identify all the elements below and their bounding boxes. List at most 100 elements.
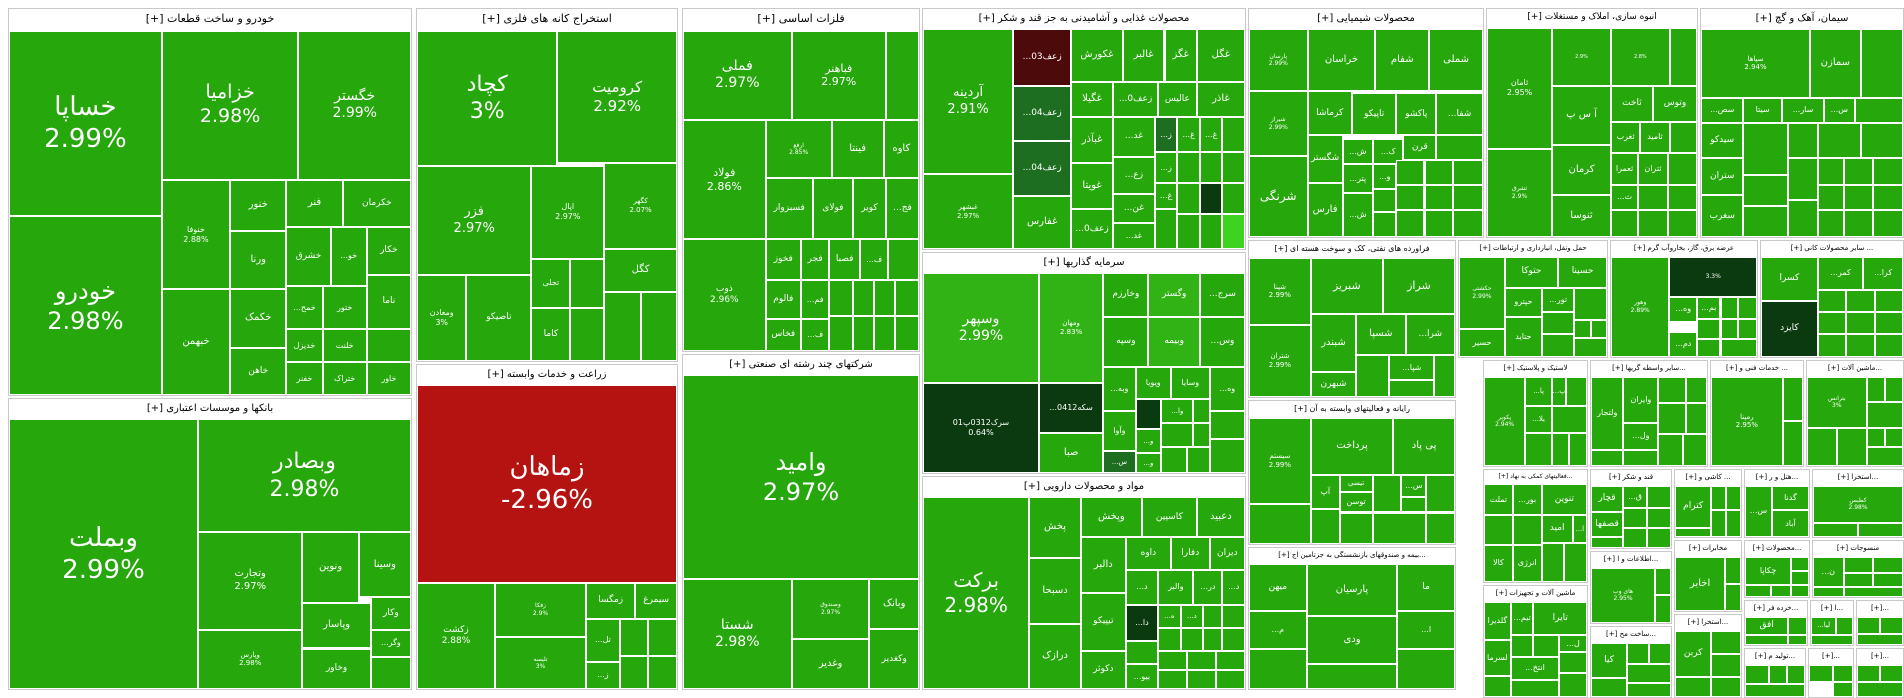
stock-tile-وپاسار[interactable]: وپاسار — [302, 602, 371, 649]
stock-tile-شفا[interactable]: شفا... — [1436, 93, 1483, 136]
sector-header-telecom[interactable]: مخابرات [+] — [1675, 541, 1741, 557]
stock-tile-و[interactable]: و... — [1135, 429, 1162, 453]
sector-header-tech-services[interactable]: ... خدمات فنی و [+] — [1711, 361, 1803, 377]
stock-tile[interactable] — [1745, 635, 1789, 645]
stock-tile[interactable] — [1872, 157, 1903, 185]
stock-tile[interactable] — [1209, 411, 1245, 439]
stock-tile-وتجارت[interactable]: وتجارت 2.97% — [197, 532, 303, 630]
stock-tile[interactable] — [1216, 669, 1245, 689]
stock-tile[interactable] — [1389, 380, 1435, 397]
stock-tile[interactable] — [1813, 586, 1844, 597]
stock-tile-زماهان[interactable]: زماهان -2.96% — [417, 385, 677, 583]
stock-tile[interactable] — [1541, 542, 1565, 582]
stock-tile-وخارزم[interactable]: وخارزم — [1103, 273, 1149, 317]
stock-tile-زمگسا[interactable]: زمگسا — [586, 582, 636, 620]
stock-tile[interactable] — [1866, 428, 1885, 448]
stock-tile[interactable] — [1726, 510, 1741, 537]
stock-tile[interactable] — [1436, 135, 1483, 161]
stock-tile-تنوین[interactable]: تنوین — [1541, 484, 1587, 516]
stock-tile-زکشت[interactable]: زکشت 2.88% — [417, 582, 495, 689]
stock-tile[interactable] — [1711, 653, 1741, 678]
stock-tile[interactable] — [1199, 183, 1223, 214]
stock-tile-تیم[interactable]: تیم... — [1510, 601, 1534, 635]
stock-tile-غالبر[interactable]: غالبر — [1122, 29, 1165, 82]
stock-tile[interactable] — [1533, 634, 1560, 657]
stock-tile[interactable] — [1203, 604, 1223, 628]
stock-tile-غگل[interactable]: غگل — [1196, 29, 1245, 82]
stock-tile-شراز[interactable]: شراز — [1382, 258, 1455, 314]
stock-tile[interactable] — [1372, 512, 1427, 544]
stock-tile[interactable] — [1846, 333, 1875, 357]
stock-tile-خودرو[interactable]: خودرو 2.98% — [9, 216, 162, 395]
stock-tile-ثعمرا[interactable]: ثعمرا — [1610, 153, 1639, 185]
stock-tile-ا[interactable]: ا... — [1572, 515, 1587, 543]
stock-tile[interactable] — [1510, 634, 1534, 657]
stock-tile[interactable] — [1655, 595, 1671, 623]
stock-tile[interactable] — [1574, 319, 1591, 338]
stock-tile-کربن[interactable]: کربن — [1675, 630, 1712, 678]
stock-tile[interactable] — [1569, 432, 1587, 466]
stock-tile[interactable] — [1809, 664, 1834, 683]
stock-tile-شگستر[interactable]: شگستر — [1307, 135, 1343, 183]
stock-tile[interactable] — [1510, 679, 1560, 697]
stock-tile[interactable] — [1566, 376, 1587, 407]
stock-tile-خنور[interactable]: خنور — [230, 179, 287, 231]
stock-tile-ما[interactable]: ما — [1397, 563, 1455, 612]
stock-tile[interactable] — [648, 619, 677, 656]
stock-tile-شبندر[interactable]: شبندر — [1310, 313, 1357, 372]
stock-tile[interactable] — [619, 619, 649, 656]
stock-tile-ن[interactable]: ن... — [1813, 556, 1844, 587]
sector-header-misc-c[interactable]: ...[+] — [1809, 649, 1853, 665]
stock-tile-قرن[interactable]: قرن — [1403, 135, 1437, 161]
stock-tile[interactable] — [852, 280, 875, 316]
stock-tile-ثنوسا[interactable]: ثنوسا — [1552, 195, 1611, 237]
stock-tile-خساپا[interactable]: خساپا 2.99% — [9, 30, 162, 217]
stock-tile-درازک[interactable]: درازک — [1029, 623, 1081, 689]
stock-tile[interactable] — [1711, 677, 1741, 697]
stock-tile-سکه0412[interactable]: سکه0412... — [1038, 383, 1104, 433]
stock-tile-فسبزوار[interactable]: فسبزوار — [765, 177, 813, 239]
stock-tile-وا[interactable]: وا... — [1161, 399, 1194, 423]
stock-tile[interactable] — [1627, 642, 1650, 665]
stock-tile[interactable] — [1373, 189, 1397, 213]
stock-tile[interactable] — [1627, 683, 1671, 697]
stock-tile[interactable] — [895, 315, 919, 351]
stock-tile-فم[interactable]: فم... — [801, 280, 830, 319]
stock-tile[interactable] — [1669, 27, 1697, 87]
stock-tile[interactable] — [1866, 376, 1885, 403]
stock-tile-گلدیرا[interactable]: گلدیرا — [1484, 601, 1511, 640]
stock-tile-زعف0[interactable]: زعف0... — [1112, 81, 1159, 117]
stock-tile-وپخش[interactable]: وپخش — [1080, 497, 1142, 538]
stock-tile-س[interactable]: س... — [1401, 474, 1427, 498]
stock-tile-ش[interactable]: ش... — [1342, 193, 1373, 237]
stock-tile[interactable] — [1551, 432, 1570, 466]
stock-tile-کایزد[interactable]: کایزد — [1761, 300, 1818, 357]
stock-tile[interactable] — [874, 315, 896, 351]
stock-tile-های وب[interactable]: های وب 2.95% — [1591, 567, 1655, 623]
stock-tile[interactable]: 3.3% — [1669, 256, 1757, 297]
stock-tile-شرا[interactable]: شرا... — [1405, 313, 1455, 356]
stock-tile[interactable] — [1874, 311, 1903, 334]
sector-header-computer[interactable]: رایانه و فعالیتهای وابسته به آن [+] — [1249, 401, 1455, 418]
stock-tile[interactable] — [1697, 338, 1721, 357]
stock-tile-وسپهر[interactable]: وسپهر 2.99% — [923, 273, 1039, 383]
stock-tile[interactable] — [1203, 627, 1223, 651]
stock-tile[interactable] — [1745, 684, 1805, 697]
stock-tile-سرک0312پ01[interactable]: سرک0312پ01 0.64% — [923, 383, 1039, 473]
stock-tile[interactable] — [1675, 677, 1712, 697]
stock-tile-وغدیر[interactable]: وغدیر — [791, 638, 870, 689]
stock-tile[interactable] — [1590, 319, 1607, 338]
stock-tile-پا[interactable]: پا... — [1525, 376, 1552, 407]
stock-tile-کترام[interactable]: کترام — [1675, 485, 1712, 529]
stock-tile[interactable] — [1658, 433, 1683, 466]
sector-header-auto[interactable]: خودرو و ساخت قطعات [+] — [9, 9, 411, 31]
stock-tile-و[interactable]: و... — [1135, 453, 1162, 473]
stock-tile-ف[interactable]: ف... — [860, 238, 889, 281]
stock-tile[interactable] — [1791, 570, 1809, 585]
stock-tile[interactable] — [1424, 185, 1453, 210]
stock-tile[interactable] — [1866, 447, 1903, 466]
stock-tile[interactable] — [1396, 185, 1425, 210]
stock-tile[interactable] — [1638, 209, 1668, 237]
stock-tile[interactable] — [1222, 117, 1245, 153]
sector-header-hotels[interactable]: ...هتل و ر [+] — [1745, 470, 1809, 486]
